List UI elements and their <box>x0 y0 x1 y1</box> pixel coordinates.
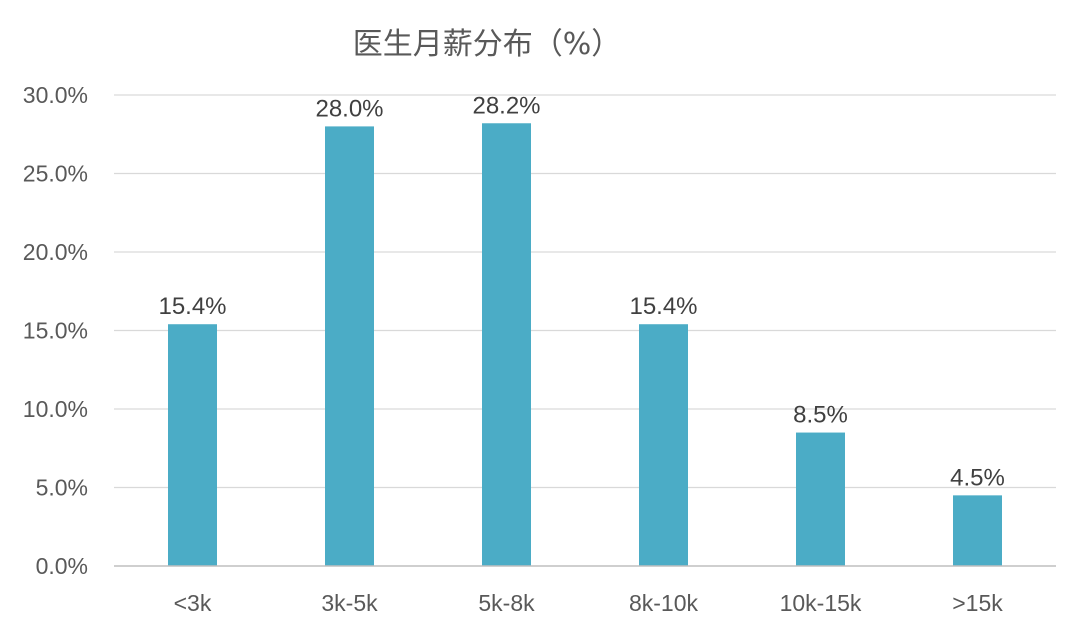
bars <box>168 123 1002 567</box>
y-tick-label: 15.0% <box>23 318 88 344</box>
data-label: 28.2% <box>472 92 540 119</box>
x-category-label: >15k <box>952 590 1003 616</box>
x-category-label: 10k-15k <box>780 590 862 616</box>
y-tick-label: 0.0% <box>36 553 88 579</box>
bar <box>953 495 1002 566</box>
bar <box>325 126 374 567</box>
x-category-label: 8k-10k <box>629 590 699 616</box>
y-tick-label: 10.0% <box>23 396 88 422</box>
x-category-label: 5k-8k <box>478 590 535 616</box>
y-tick-label: 5.0% <box>36 475 88 501</box>
x-axis-category-labels: <3k 3k-5k 5k-8k 8k-10k 10k-15k >15k <box>174 590 1004 616</box>
data-label: 15.4% <box>629 293 697 320</box>
chart-title: 医生月薪分布（%） <box>353 27 622 62</box>
bar <box>168 324 217 566</box>
y-tick-label: 30.0% <box>23 82 88 108</box>
bar <box>482 123 531 566</box>
y-tick-label: 25.0% <box>23 161 88 187</box>
y-tick-label: 20.0% <box>23 239 88 265</box>
gridlines <box>114 94 1056 489</box>
data-label: 4.5% <box>950 464 1005 491</box>
data-label: 28.0% <box>315 95 383 122</box>
bar <box>796 432 845 566</box>
data-labels: 15.4% 28.0% 28.2% 15.4% 8.5% 4.5% <box>158 92 1004 491</box>
data-label: 8.5% <box>793 402 848 429</box>
data-label: 15.4% <box>158 293 226 320</box>
x-category-label: 3k-5k <box>321 590 378 616</box>
bar <box>639 324 688 566</box>
x-category-label: <3k <box>174 590 212 616</box>
y-axis-tick-labels: 0.0% 5.0% 10.0% 15.0% 20.0% 25.0% 30.0% <box>23 82 88 579</box>
